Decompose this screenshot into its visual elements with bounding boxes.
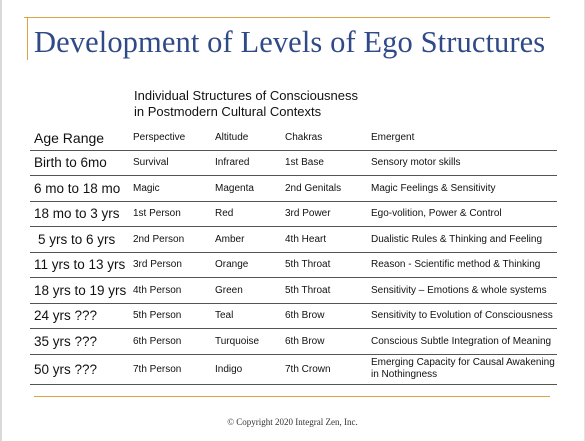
cell-age: 50 yrs ??? xyxy=(34,361,98,377)
table-row: Birth to 6mo Survival Infrared 1st Base … xyxy=(30,150,557,176)
top-accent-line xyxy=(24,17,550,18)
cell-chakras: 6th Brow xyxy=(285,310,325,322)
cell-chakras: 1st Base xyxy=(285,157,324,169)
cell-perspective: 1st Person xyxy=(133,208,181,220)
cell-emergent: Magic Feelings & Sensitivity xyxy=(371,182,496,194)
cell-perspective: 3rd Person xyxy=(133,259,182,271)
cell-perspective: 5th Person xyxy=(133,310,182,322)
slide-title: Development of Levels of Ego Structures xyxy=(34,25,546,59)
cell-chakras: 6th Brow xyxy=(285,335,325,347)
cell-altitude: Indigo xyxy=(215,363,243,375)
cell-age: 11 yrs to 13 yrs xyxy=(34,257,126,273)
left-accent-line xyxy=(27,17,28,60)
cell-perspective: 7th Person xyxy=(133,363,182,375)
cell-age: 24 yrs ??? xyxy=(34,308,98,324)
cell-chakras: 3rd Power xyxy=(285,208,331,220)
table-subtitle: Individual Structures of Consciousness i… xyxy=(134,88,434,120)
header-perspective: Perspective xyxy=(133,132,186,144)
cell-age: 18 mo to 3 yrs xyxy=(34,206,120,222)
cell-emergent: Ego-volition, Power & Control xyxy=(371,208,502,220)
table-row: 35 yrs ??? 6th Person Turquoise 6th Brow… xyxy=(30,329,557,354)
header-emergent: Emergent xyxy=(371,132,415,144)
left-border xyxy=(0,0,2,441)
table-row: 24 yrs ??? 5th Person Teal 6th Brow Sens… xyxy=(30,303,557,329)
bottom-accent-line xyxy=(34,396,550,397)
cell-age: 18 yrs to 19 yrs xyxy=(34,282,127,298)
cell-altitude: Orange xyxy=(215,259,249,271)
cell-altitude: Teal xyxy=(215,310,234,322)
cell-perspective: 2nd Person xyxy=(133,233,185,245)
cell-emergent: Sensitivity – Emotions & whole systems xyxy=(371,284,547,296)
cell-emergent: Sensitivity to Evolution of Consciousnes… xyxy=(371,310,553,322)
cell-perspective: 6th Person xyxy=(133,335,182,347)
subtitle-line-2: in Postmodern Cultural Contexts xyxy=(134,104,322,119)
cell-emergent: Emerging Capacity for Causal Awakening i… xyxy=(371,357,555,380)
table-row: 18 mo to 3 yrs 1st Person Red 3rd Power … xyxy=(30,201,557,227)
cell-altitude: Red xyxy=(215,208,234,220)
cell-chakras: 4th Heart xyxy=(285,233,327,245)
header-age-range: Age Range xyxy=(34,129,105,146)
ego-structures-table: Age Range Perspective Altitude Chakras E… xyxy=(30,126,557,385)
cell-altitude: Amber xyxy=(215,233,245,245)
cell-chakras: 7th Crown xyxy=(285,363,331,375)
cell-age: 5 yrs to 6 yrs xyxy=(38,231,116,247)
subtitle-line-1: Individual Structures of Consciousness xyxy=(134,88,359,103)
table-row: 6 mo to 18 mo Magic Magenta 2nd Genitals… xyxy=(30,176,557,201)
table-row: 11 yrs to 13 yrs 3rd Person Orange 5th T… xyxy=(30,252,557,278)
cell-chakras: 5th Throat xyxy=(285,284,331,296)
cell-age: Birth to 6mo xyxy=(34,155,107,171)
cell-chakras: 2nd Genitals xyxy=(285,182,342,194)
cell-perspective: 4th Person xyxy=(133,284,182,296)
cell-emergent: Dualistic Rules & Thinking and Feeling xyxy=(371,233,543,245)
cell-chakras: 5th Throat xyxy=(285,259,331,271)
table-row: 5 yrs to 6 yrs 2nd Person Amber 4th Hear… xyxy=(30,227,557,252)
table-header-row: Age Range Perspective Altitude Chakras E… xyxy=(30,126,557,150)
header-chakras: Chakras xyxy=(285,132,323,144)
cell-altitude: Infrared xyxy=(215,157,250,169)
cell-emergent: Reason - Scientific method & Thinking xyxy=(371,259,541,271)
copyright-footer: © Copyright 2020 Integral Zen, Inc. xyxy=(227,417,358,427)
header-altitude: Altitude xyxy=(215,132,249,144)
cell-emergent: Sensory motor skills xyxy=(371,157,461,169)
cell-perspective: Magic xyxy=(133,182,160,194)
cell-altitude: Turquoise xyxy=(215,335,260,347)
cell-perspective: Survival xyxy=(133,157,169,169)
cell-altitude: Green xyxy=(215,284,243,296)
cell-age: 6 mo to 18 mo xyxy=(34,180,121,196)
cell-age: 35 yrs ??? xyxy=(34,333,98,349)
cell-altitude: Magenta xyxy=(215,182,254,194)
table-row: 18 yrs to 19 yrs 4th Person Green 5th Th… xyxy=(30,278,557,303)
cell-emergent: Conscious Subtle Integration of Meaning xyxy=(371,335,552,347)
table-row: 50 yrs ??? 7th Person Indigo 7th Crown E… xyxy=(30,354,557,384)
